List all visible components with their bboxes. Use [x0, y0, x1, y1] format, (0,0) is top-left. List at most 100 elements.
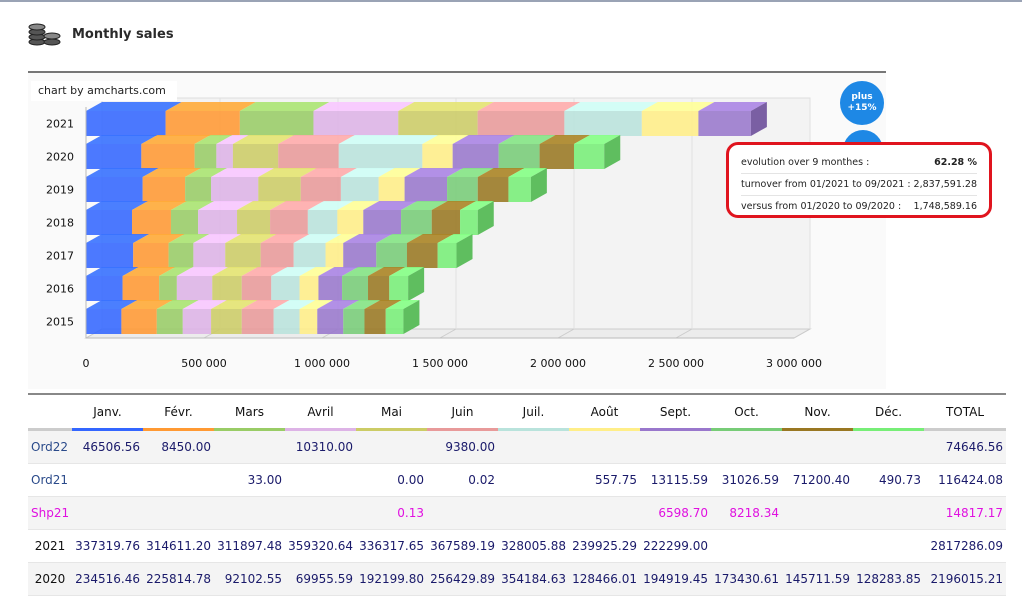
badge-line2: +15% [847, 103, 877, 113]
bar-top [278, 135, 355, 144]
bar-top [364, 300, 402, 309]
bar-top [293, 234, 342, 243]
bar-top [342, 267, 385, 276]
x-tick-label: 2 000 000 [530, 357, 586, 370]
bar-segment [299, 309, 318, 334]
bar-segment [698, 111, 751, 136]
table-cell: 74646.56 [924, 429, 1006, 464]
bar-top [176, 267, 229, 276]
bar-top [337, 201, 380, 210]
chart-credit-link[interactable]: chart by amcharts.com [31, 81, 177, 101]
sales-table: Janv. Févr. Mars Avril Mai Juin Juil. Août Sept.… [28, 395, 1006, 596]
bar-segment [378, 177, 405, 202]
bar-top [168, 234, 210, 243]
bar-top [270, 201, 324, 210]
bar-top [299, 300, 334, 309]
table-cell: 367589.19 [427, 529, 498, 563]
bar-segment [342, 276, 369, 301]
grid-floor-line [439, 328, 457, 339]
bar-segment [343, 243, 377, 268]
table-cell: 14817.17 [924, 496, 1006, 530]
table-cell [72, 496, 143, 530]
bar-segment [86, 144, 142, 169]
bar-top [273, 300, 316, 309]
bar-top [378, 168, 421, 177]
bar-segment [363, 210, 402, 235]
bar-top [431, 201, 477, 210]
bar-top [86, 300, 138, 309]
row-label[interactable]: Shp21 [28, 496, 72, 530]
table-cell: 256429.89 [427, 562, 498, 596]
bar-segment [168, 243, 194, 268]
bar-segment [271, 276, 300, 301]
table-cell: 2817286.09 [924, 529, 1006, 563]
bar-segment [212, 276, 242, 301]
table-cell [711, 529, 782, 563]
bar-segment [86, 309, 122, 334]
bar-segment [232, 144, 279, 169]
bar-segment [477, 111, 565, 136]
row-label[interactable]: Ord22 [28, 429, 72, 464]
bar-segment [122, 276, 160, 301]
table-cell: 336317.65 [356, 529, 427, 563]
bar-segment [385, 309, 404, 334]
bar-segment [86, 276, 123, 301]
bar-segment [198, 210, 238, 235]
table-cell: 9380.00 [427, 429, 498, 464]
grid-floor-line [557, 328, 575, 339]
row-label: 2021 [28, 529, 72, 563]
bar-top [398, 102, 494, 111]
bar-top [363, 201, 418, 210]
bar-segment [340, 177, 379, 202]
table-row: Shp21 0.13 6598.70 8218.34 14817.17 [28, 496, 1006, 530]
bar-top [299, 267, 335, 276]
table-cell: 8218.34 [711, 496, 782, 530]
table-cell: 173430.61 [711, 562, 782, 596]
evolution-panel: evolution over 9 monthes : 62.28 % turno… [726, 142, 992, 218]
bar-top [237, 201, 287, 210]
bar-top [343, 300, 381, 309]
bar-top [156, 300, 199, 309]
bar-top [460, 201, 494, 210]
table-cell [498, 496, 569, 530]
bar-top [241, 267, 288, 276]
bar-top [338, 135, 439, 144]
bar-side [456, 234, 473, 268]
sales-chart: 0 500 000 1 000 000 1 500 000 2 000 000 2 500… [46, 97, 822, 370]
bar-top [406, 234, 454, 243]
table-cell [782, 529, 853, 563]
evolution-row: evolution over 9 monthes : 62.28 % [741, 152, 977, 174]
bar-top [212, 267, 258, 276]
bar-top [141, 135, 211, 144]
table-cell [214, 429, 285, 464]
table-cell [569, 429, 640, 464]
bar-segment [156, 309, 183, 334]
bar-segment [132, 210, 171, 235]
bar-segment [539, 144, 574, 169]
bar-top [122, 267, 176, 276]
bar-segment [121, 309, 157, 334]
bar-segment [477, 177, 509, 202]
column-header: Févr. [143, 395, 214, 431]
bar-segment [141, 144, 195, 169]
table-cell [782, 429, 853, 464]
growth-badge[interactable]: plus +15% [840, 81, 884, 125]
bar-segment [273, 309, 300, 334]
bar-top [225, 234, 277, 243]
table-cell [214, 496, 285, 530]
row-label[interactable]: Ord21 [28, 463, 72, 497]
y-tick-label: 2016 [46, 283, 74, 296]
bar-segment [508, 177, 531, 202]
bar-top [182, 300, 228, 309]
column-header: Oct. [711, 395, 782, 431]
table-cell: 359320.64 [285, 529, 356, 563]
bar-segment [404, 177, 448, 202]
bar-segment [498, 144, 540, 169]
table-cell [285, 463, 356, 497]
table-cell: 314611.20 [143, 529, 214, 563]
table-cell: 337319.76 [72, 529, 143, 563]
x-tick-label: 2 500 000 [648, 357, 704, 370]
bar-segment [307, 210, 338, 235]
table-cell: 225814.78 [143, 562, 214, 596]
bar-segment [376, 243, 407, 268]
